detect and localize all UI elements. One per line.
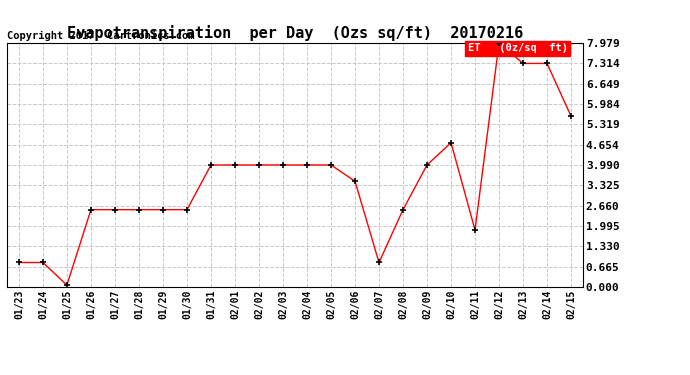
Text: ET   (0z/sq  ft): ET (0z/sq ft) [468,43,568,53]
Text: Copyright 2017  Cartronics.com: Copyright 2017 Cartronics.com [7,31,195,41]
Title: Evapotranspiration  per Day  (Ozs sq/ft)  20170216: Evapotranspiration per Day (Ozs sq/ft) 2… [67,25,523,40]
